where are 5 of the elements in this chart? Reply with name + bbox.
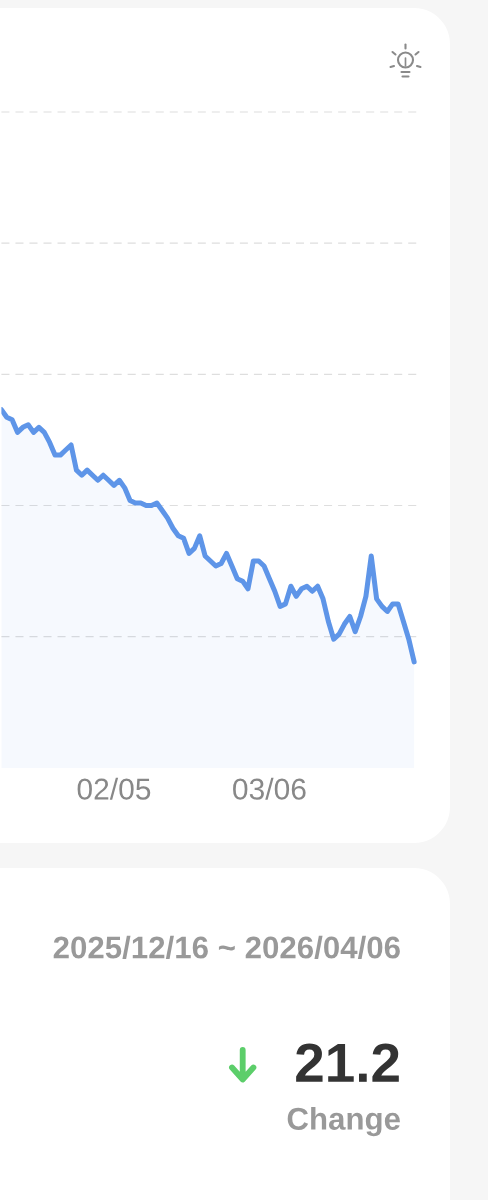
text: Change [287, 1106, 400, 1137]
text: 2025/12/16 ~ 2026/04/06 [53, 935, 400, 959]
x-tick-label: 02/05 [77, 777, 151, 800]
text: 21.2 [296, 1043, 399, 1082]
x-tick-label: 03/06 [233, 777, 306, 800]
